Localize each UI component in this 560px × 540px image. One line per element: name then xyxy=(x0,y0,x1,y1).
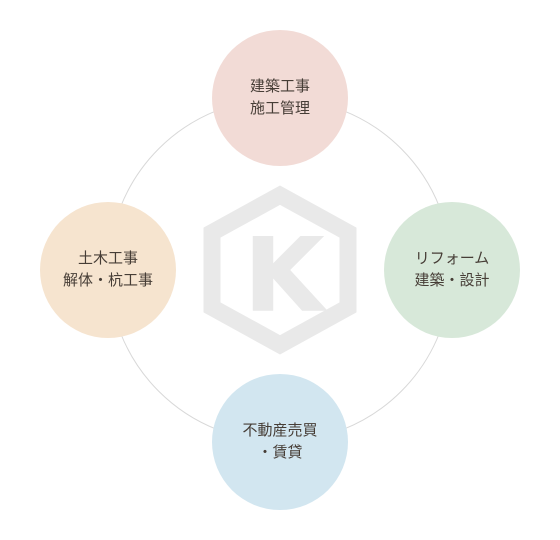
node-bottom-line1: 不動産売買 xyxy=(242,420,317,443)
node-left-line2: 解体・杭工事 xyxy=(63,270,153,293)
node-top-line1: 建築工事 xyxy=(250,76,310,99)
node-right-line2: 建築・設計 xyxy=(414,270,489,293)
node-left: 土木工事 解体・杭工事 xyxy=(40,202,176,338)
node-bottom: 不動産売買 ・賃貸 xyxy=(212,374,348,510)
node-top: 建築工事 施工管理 xyxy=(212,30,348,166)
node-top-line2: 施工管理 xyxy=(250,98,310,121)
node-right-line1: リフォーム xyxy=(415,248,490,271)
diagram-container: 建築工事 施工管理 リフォーム 建築・設計 不動産売買 ・賃貸 土木工事 解体・… xyxy=(0,0,560,540)
hex-logo-icon xyxy=(195,185,365,355)
center-logo xyxy=(195,185,365,355)
node-left-line1: 土木工事 xyxy=(78,248,138,271)
node-bottom-line2: ・賃貸 xyxy=(257,442,302,465)
node-right: リフォーム 建築・設計 xyxy=(384,202,520,338)
